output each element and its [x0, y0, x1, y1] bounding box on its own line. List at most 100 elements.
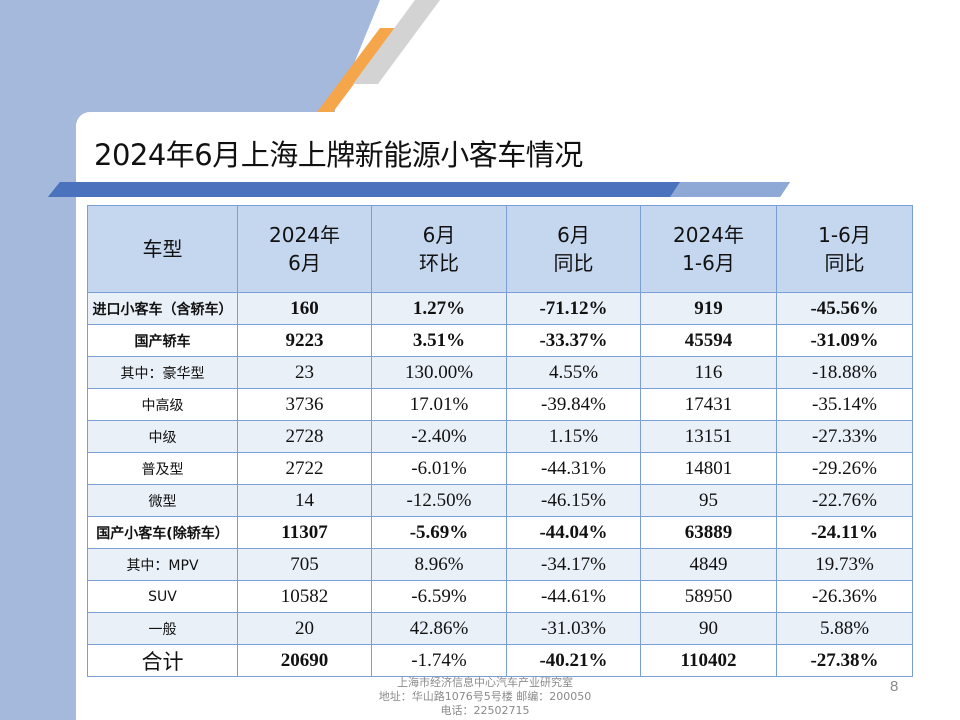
cell-mom: 3.51%	[371, 324, 507, 357]
cell-ytd: 17431	[640, 388, 777, 421]
cell-mom: 8.96%	[371, 548, 507, 581]
cell-june: 14	[237, 484, 372, 517]
cell-yoy: -44.31%	[506, 452, 641, 485]
header-june-2024: 2024年 6月	[237, 205, 372, 293]
table-row: 进口小客车（含轿车） 160 1.27% -71.12% 919 -45.56%	[87, 292, 913, 325]
row-label: 其中：MPV	[87, 548, 238, 581]
cell-yoy: -34.17%	[506, 548, 641, 581]
row-label: 进口小客车（含轿车）	[87, 292, 238, 325]
cell-june: 10582	[237, 580, 372, 613]
cell-mom: 1.27%	[371, 292, 507, 325]
table-row: 中级 2728 -2.40% 1.15% 13151 -27.33%	[87, 420, 913, 453]
cell-ytd-yoy: -27.38%	[776, 644, 913, 677]
cell-ytd-yoy: -29.26%	[776, 452, 913, 485]
cell-mom: 17.01%	[371, 388, 507, 421]
cell-june: 11307	[237, 516, 372, 549]
cell-ytd: 4849	[640, 548, 777, 581]
cell-yoy: -31.03%	[506, 612, 641, 645]
cell-ytd: 90	[640, 612, 777, 645]
row-label: 普及型	[87, 452, 238, 485]
row-label: 微型	[87, 484, 238, 517]
cell-ytd-yoy: 5.88%	[776, 612, 913, 645]
cell-ytd-yoy: 19.73%	[776, 548, 913, 581]
header-ytd-2024: 2024年 1-6月	[640, 205, 777, 293]
cell-june: 9223	[237, 324, 372, 357]
cell-ytd: 58950	[640, 580, 777, 613]
cell-ytd-yoy: -22.76%	[776, 484, 913, 517]
footer-contact: 上海市经济信息中心汽车产业研究室 地址：华山路1076号5号楼 邮编：20005…	[330, 676, 640, 718]
table-row: 国产轿车 9223 3.51% -33.37% 45594 -31.09%	[87, 324, 913, 357]
cell-ytd: 45594	[640, 324, 777, 357]
cell-ytd: 116	[640, 356, 777, 389]
row-label: 其中：豪华型	[87, 356, 238, 389]
cell-june: 20	[237, 612, 372, 645]
cell-ytd-yoy: -24.11%	[776, 516, 913, 549]
cell-yoy: -44.61%	[506, 580, 641, 613]
row-label: 中高级	[87, 388, 238, 421]
row-label: 国产轿车	[87, 324, 238, 357]
footer-phone: 电话：22502715	[440, 704, 530, 717]
cell-june: 3736	[237, 388, 372, 421]
cell-mom: 130.00%	[371, 356, 507, 389]
gray-stripe	[353, 0, 440, 84]
header-ytd-yoy: 1-6月 同比	[776, 205, 913, 293]
cell-yoy: -40.21%	[506, 644, 641, 677]
table-total-row: 合计 20690 -1.74% -40.21% 110402 -27.38%	[87, 644, 913, 677]
cell-yoy: -71.12%	[506, 292, 641, 325]
cell-mom: -2.40%	[371, 420, 507, 453]
table-row: 其中：MPV 705 8.96% -34.17% 4849 19.73%	[87, 548, 913, 581]
table-header-row: 车型 2024年 6月 6月 环比 6月 同比 2024年 1-6月 1-6月 同比	[87, 205, 913, 293]
cell-yoy: -46.15%	[506, 484, 641, 517]
table-row: 国产小客车(除轿车） 11307 -5.69% -44.04% 63889 -2…	[87, 516, 913, 549]
row-label: 合计	[87, 644, 238, 677]
table-row: 中高级 3736 17.01% -39.84% 17431 -35.14%	[87, 388, 913, 421]
table-row: 一般 20 42.86% -31.03% 90 5.88%	[87, 612, 913, 645]
cell-yoy: -33.37%	[506, 324, 641, 357]
cell-ytd: 110402	[640, 644, 777, 677]
cell-mom: -1.74%	[371, 644, 507, 677]
row-label: SUV	[87, 580, 238, 613]
cell-ytd: 13151	[640, 420, 777, 453]
cell-yoy: -44.04%	[506, 516, 641, 549]
row-label: 中级	[87, 420, 238, 453]
table-row: 普及型 2722 -6.01% -44.31% 14801 -29.26%	[87, 452, 913, 485]
row-label: 一般	[87, 612, 238, 645]
cell-ytd: 95	[640, 484, 777, 517]
cell-june: 23	[237, 356, 372, 389]
table-row: 其中：豪华型 23 130.00% 4.55% 116 -18.88%	[87, 356, 913, 389]
cell-mom: 42.86%	[371, 612, 507, 645]
page-number: 8	[890, 678, 899, 695]
footer-address: 地址：华山路1076号5号楼 邮编：200050	[378, 690, 592, 703]
header-june-mom: 6月 环比	[371, 205, 507, 293]
cell-june: 705	[237, 548, 372, 581]
cell-mom: -6.01%	[371, 452, 507, 485]
cell-ytd-yoy: -31.09%	[776, 324, 913, 357]
cell-june: 2728	[237, 420, 372, 453]
cell-mom: -12.50%	[371, 484, 507, 517]
cell-ytd: 14801	[640, 452, 777, 485]
table-row: 微型 14 -12.50% -46.15% 95 -22.76%	[87, 484, 913, 517]
cell-ytd: 919	[640, 292, 777, 325]
footer-organization: 上海市经济信息中心汽车产业研究室	[397, 676, 573, 689]
row-label: 国产小客车(除轿车）	[87, 516, 238, 549]
orange-stripe	[317, 28, 396, 112]
cell-june: 2722	[237, 452, 372, 485]
cell-mom: -6.59%	[371, 580, 507, 613]
header-june-yoy: 6月 同比	[506, 205, 641, 293]
cell-ytd-yoy: -27.33%	[776, 420, 913, 453]
cell-ytd: 63889	[640, 516, 777, 549]
cell-ytd-yoy: -35.14%	[776, 388, 913, 421]
cell-june: 20690	[237, 644, 372, 677]
table-row: SUV 10582 -6.59% -44.61% 58950 -26.36%	[87, 580, 913, 613]
cell-ytd-yoy: -45.56%	[776, 292, 913, 325]
cell-june: 160	[237, 292, 372, 325]
cell-ytd-yoy: -26.36%	[776, 580, 913, 613]
ev-registration-table: 车型 2024年 6月 6月 环比 6月 同比 2024年 1-6月 1-6月 同比 进口…	[87, 205, 913, 677]
cell-mom: -5.69%	[371, 516, 507, 549]
cell-ytd-yoy: -18.88%	[776, 356, 913, 389]
cell-yoy: 4.55%	[506, 356, 641, 389]
header-vehicle-type: 车型	[87, 205, 238, 293]
cell-yoy: -39.84%	[506, 388, 641, 421]
page-title: 2024年6月上海上牌新能源小客车情况	[94, 138, 583, 172]
